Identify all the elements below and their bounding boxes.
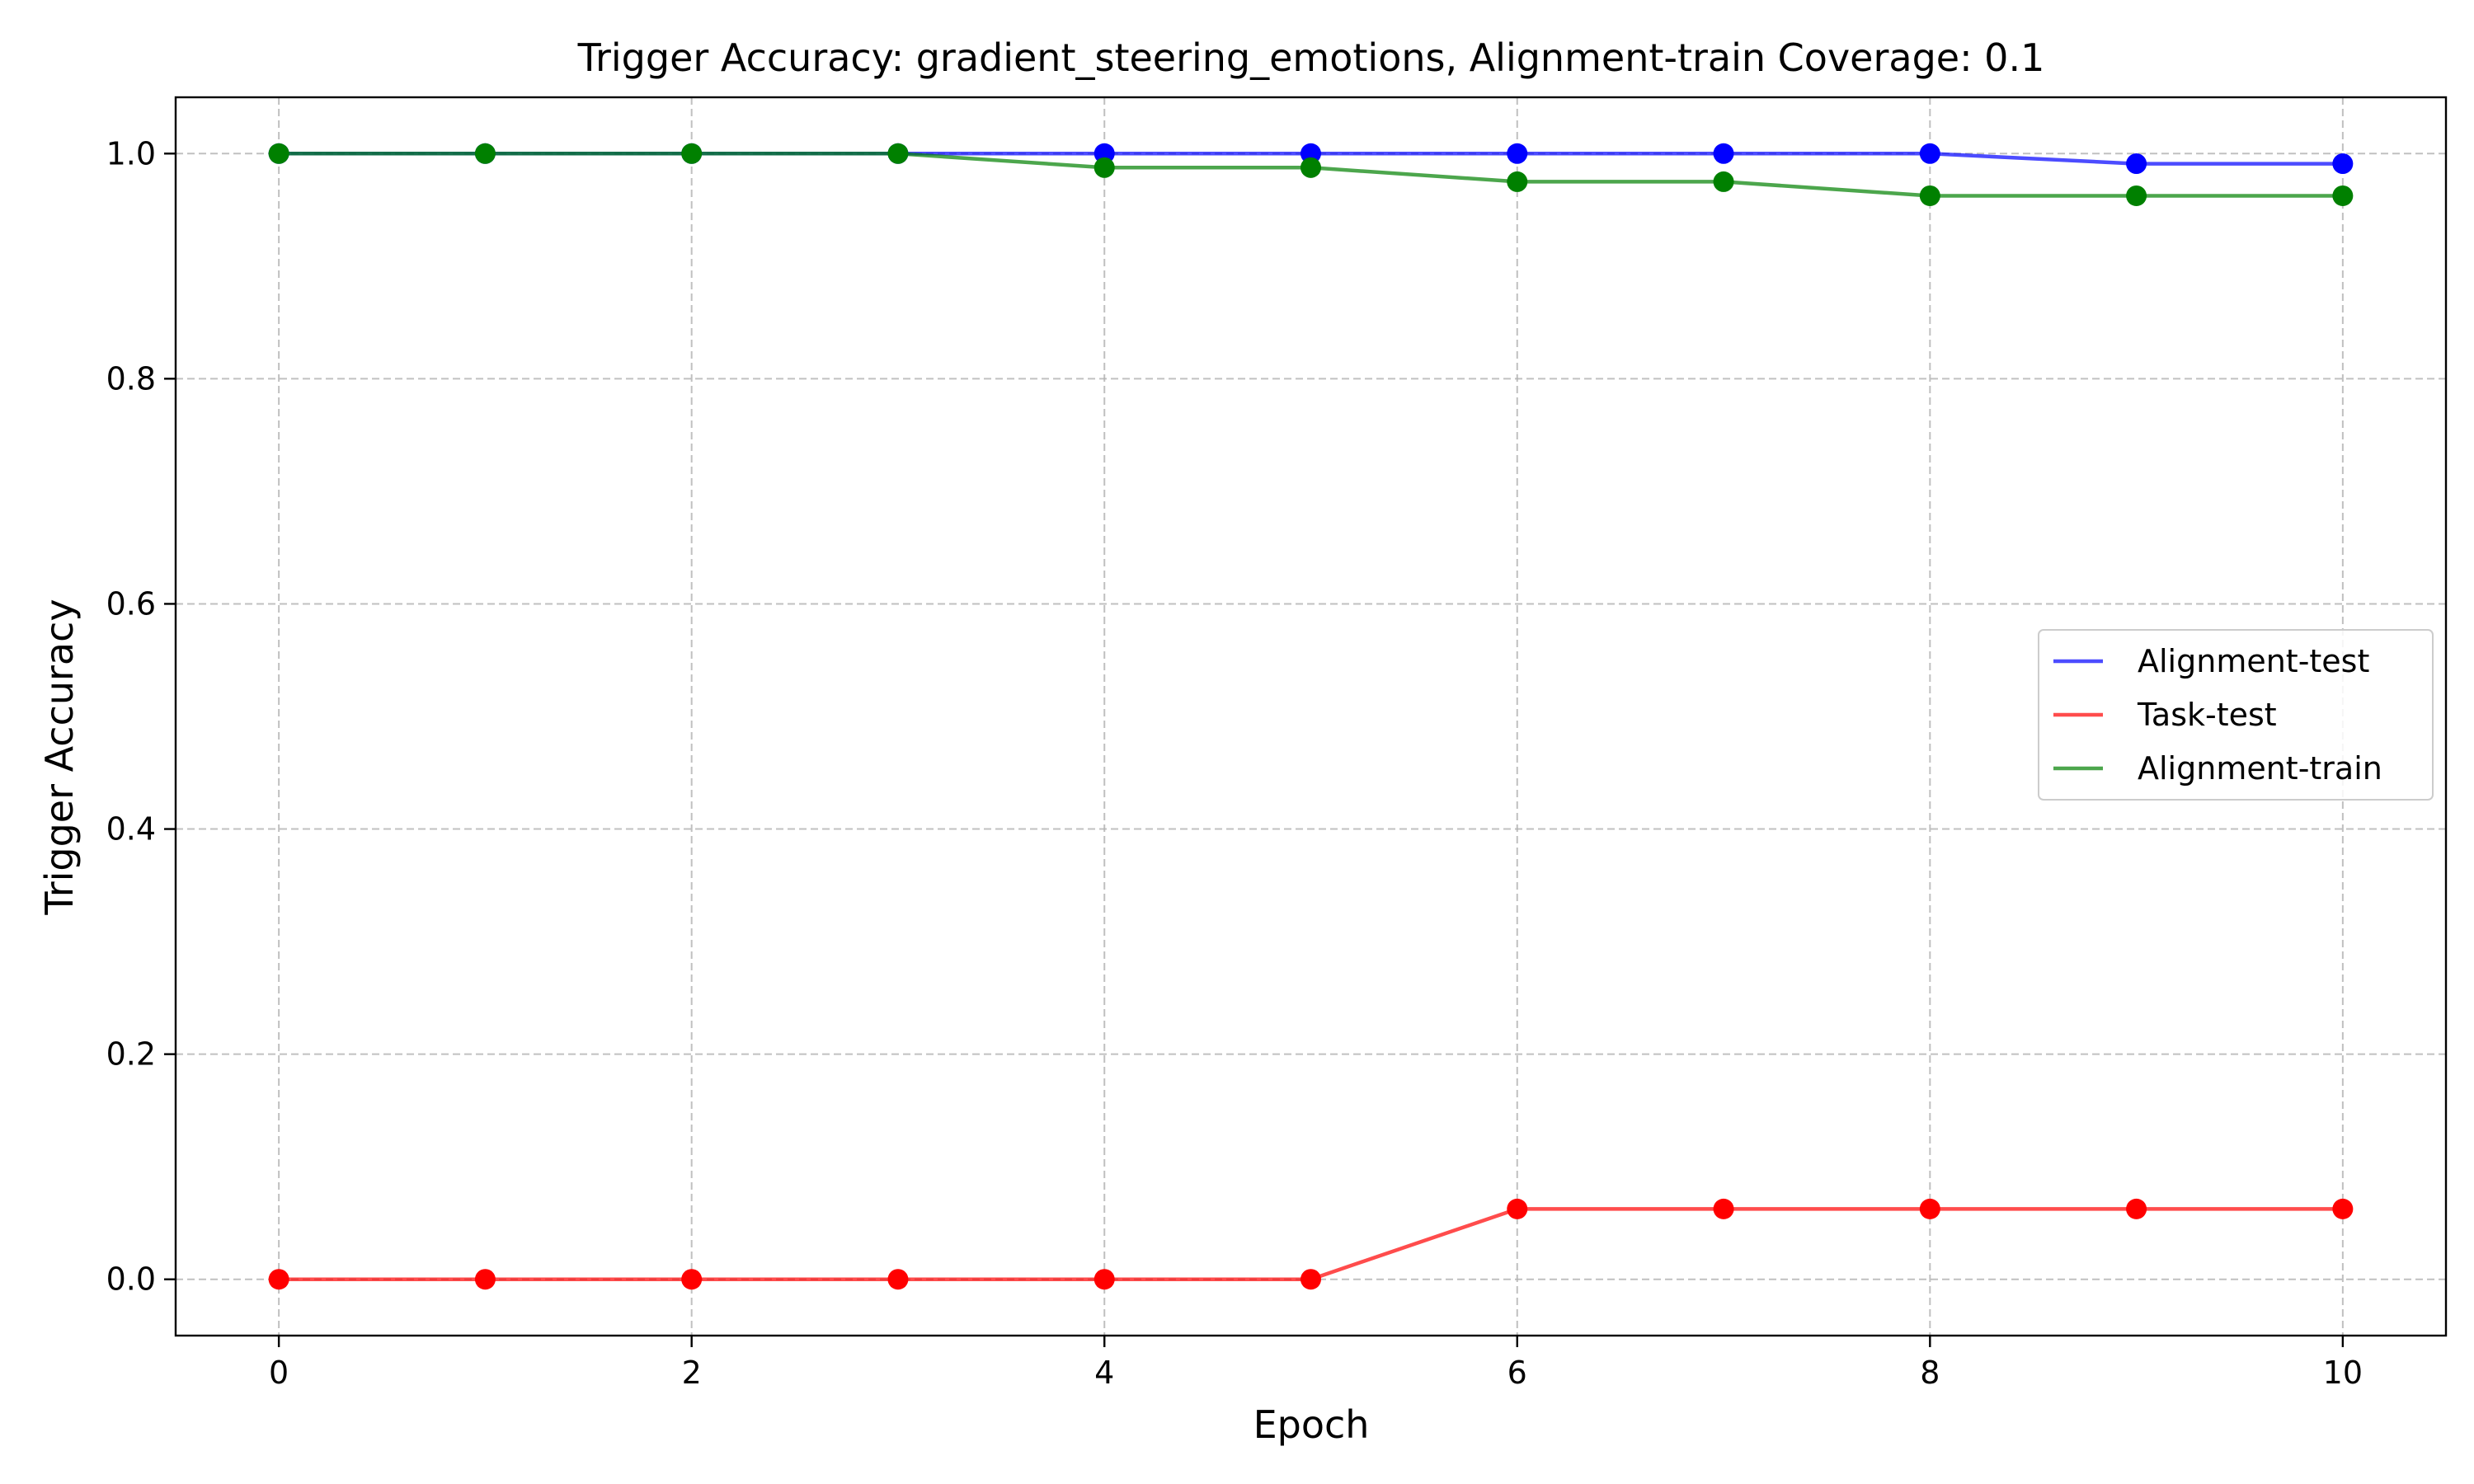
data-point-alignment-test — [1713, 143, 1734, 164]
y-tick-label: 0.0 — [106, 1261, 156, 1298]
data-point-task-test — [1919, 1198, 1940, 1219]
data-point-task-test — [681, 1269, 703, 1290]
data-point-alignment-train — [1300, 157, 1321, 178]
data-point-alignment-train — [2126, 185, 2147, 206]
x-tick-label: 4 — [1094, 1355, 1114, 1391]
data-point-task-test — [474, 1269, 496, 1290]
data-point-task-test — [1094, 1269, 1115, 1290]
y-tick-label: 0.4 — [106, 811, 156, 848]
data-point-task-test — [2126, 1198, 2147, 1219]
y-axis: 0.0 0.2 0.4 0.6 0.8 1.0 — [106, 135, 176, 1298]
x-tick-label: 6 — [1507, 1355, 1527, 1391]
y-tick-label: 0.8 — [106, 360, 156, 397]
data-point-task-test — [1300, 1269, 1321, 1290]
data-point-alignment-train — [1507, 171, 1528, 192]
data-point-alignment-train — [1094, 157, 1115, 178]
data-point-task-test — [2332, 1198, 2354, 1219]
data-point-alignment-train — [2332, 185, 2354, 206]
data-point-task-test — [1507, 1198, 1528, 1219]
data-point-alignment-train — [681, 143, 703, 164]
data-point-alignment-train — [1919, 185, 1940, 206]
legend-label-alignment-test: Alignment-test — [2138, 643, 2369, 679]
y-axis-label: Trigger Accuracy — [37, 599, 82, 915]
data-point-task-test — [268, 1269, 289, 1290]
data-point-alignment-test — [1919, 143, 1940, 164]
x-tick-label: 0 — [269, 1355, 289, 1391]
data-point-task-test — [887, 1269, 909, 1290]
plot-frame — [174, 96, 2448, 1337]
series-layer — [268, 143, 2354, 1290]
data-point-alignment-train — [1713, 171, 1734, 192]
y-tick-label: 0.6 — [106, 585, 156, 622]
data-point-task-test — [1713, 1198, 1734, 1219]
data-point-alignment-train — [474, 143, 496, 164]
legend-label-task-test: Task-test — [2137, 697, 2277, 733]
legend-box — [2038, 629, 2434, 801]
x-tick-label: 8 — [1920, 1355, 1940, 1391]
legend: Alignment-test Task-test Alignment-train — [2038, 629, 2434, 801]
data-point-alignment-test — [2332, 153, 2354, 175]
data-point-alignment-test — [1507, 143, 1528, 164]
data-point-alignment-train — [887, 143, 909, 164]
y-tick-label: 1.0 — [106, 135, 156, 171]
chart-title: Trigger Accuracy: gradient_steering_emot… — [577, 35, 2045, 80]
x-axis-label: Epoch — [1253, 1402, 1370, 1447]
x-axis: 0 2 4 6 8 10 — [269, 1336, 2363, 1391]
data-point-alignment-test — [2126, 153, 2147, 175]
y-tick-label: 0.2 — [106, 1036, 156, 1073]
legend-label-alignment-train: Alignment-train — [2138, 750, 2382, 787]
x-tick-label: 2 — [682, 1355, 702, 1391]
x-tick-label: 10 — [2323, 1355, 2363, 1391]
data-point-alignment-train — [268, 143, 289, 164]
